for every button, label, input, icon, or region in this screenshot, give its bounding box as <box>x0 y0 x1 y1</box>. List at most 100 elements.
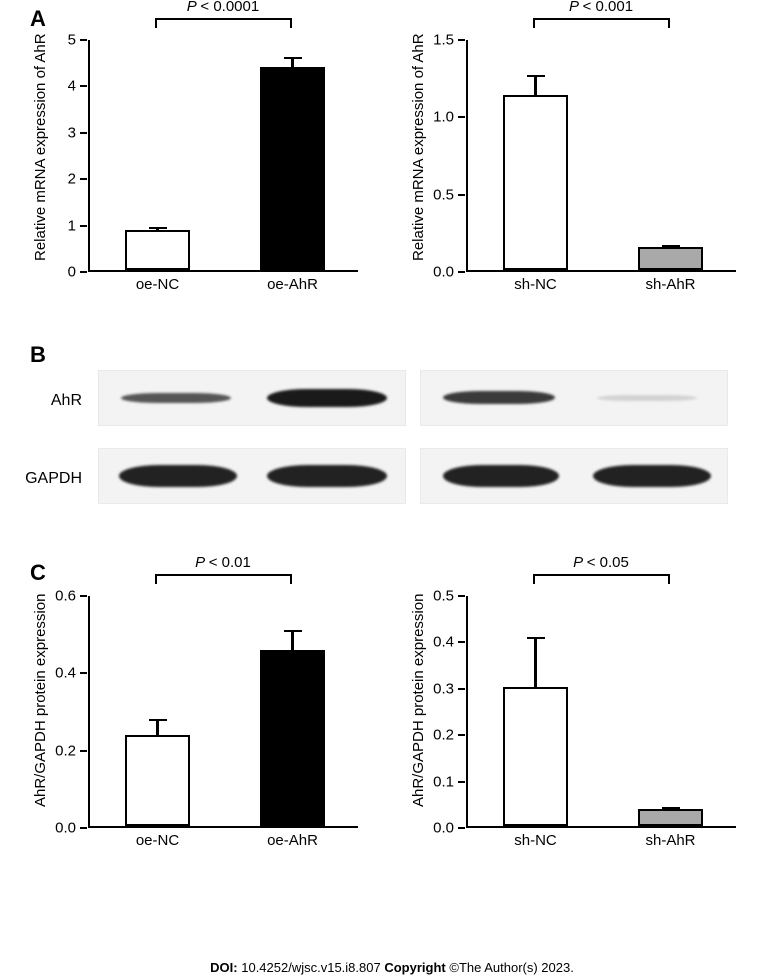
panelC_right-sig-tick <box>533 574 535 584</box>
panelC_right-ytick <box>458 734 465 736</box>
band-gapdh-oe-nc <box>119 465 237 487</box>
panelA_left-ytick <box>80 225 87 227</box>
panelC_right-errbar-cap <box>662 807 680 810</box>
panel-a-left-chart: 012345oe-NCoe-AhR Relative mRNA expressio… <box>30 34 370 314</box>
panelA_right-ylabel: Relative mRNA expression of AhR <box>410 34 427 262</box>
panelA_left-ytick-label: 4 <box>68 78 76 95</box>
band-gapdh-sh-ahr <box>593 465 711 487</box>
band-gapdh-oe-ahr <box>267 465 387 487</box>
panelC_right-ytick <box>458 595 465 597</box>
panel-c-right-chart: 0.00.10.20.30.40.5sh-NCsh-AhR AhR/GAPDH p… <box>408 590 748 904</box>
panelC_left-ytick-label: 0.0 <box>55 820 76 837</box>
blot-gapdh-right <box>420 448 728 504</box>
panelC_right-sig-tick <box>668 574 670 584</box>
panelC_right-ytick-label: 0.1 <box>433 773 454 790</box>
panelC_right-ylabel: AhR/GAPDH protein expression <box>410 594 427 807</box>
panelC_right-ytick <box>458 688 465 690</box>
blot-gapdh-left <box>98 448 406 504</box>
panelA_left-ytick-label: 5 <box>68 32 76 49</box>
panelA_left-bar-0 <box>125 230 190 270</box>
panelA_left-errbar-cap <box>284 57 302 60</box>
doi-label: DOI: <box>210 960 237 975</box>
panelC_right-xlabel-1: sh-AhR <box>645 832 695 849</box>
panelC_right-plot: 0.00.10.20.30.40.5sh-NCsh-AhR <box>466 596 736 828</box>
panelC_right-ytick-label: 0.2 <box>433 727 454 744</box>
panelA_left-ytick <box>80 132 87 134</box>
panelC_left-sig-tick <box>290 574 292 584</box>
band-ahr-sh-ahr <box>597 395 697 401</box>
panelA_right-ytick-label: 1.5 <box>433 32 454 49</box>
panelA_right-sig-tick <box>533 18 535 28</box>
panelC_right-errbar <box>534 638 537 689</box>
panelC_left-ytick-label: 0.2 <box>55 742 76 759</box>
panelC_left-sig-line <box>156 574 291 576</box>
panel-label-a: A <box>30 6 46 32</box>
panelA_left-xlabel-0: oe-NC <box>136 276 179 293</box>
panelC_left-ylabel: AhR/GAPDH protein expression <box>32 594 49 807</box>
panelA_left-sig-tick <box>290 18 292 28</box>
band-ahr-oe-nc <box>121 393 231 403</box>
panelA_left-ytick-label: 3 <box>68 124 76 141</box>
blot-ahr-left <box>98 370 406 426</box>
panelA_left-ytick <box>80 178 87 180</box>
panelA_left-ylabel: Relative mRNA expression of AhR <box>32 34 49 262</box>
panelC_right-bar-0 <box>503 687 568 826</box>
doi-value: 10.4252/wjsc.v15.i8.807 <box>241 960 380 975</box>
panelC_left-plot: 0.00.20.40.6oe-NCoe-AhR <box>88 596 358 828</box>
panelA_right-plot: 0.00.51.01.5sh-NCsh-AhR <box>466 40 736 272</box>
panelC_right-sig-line <box>534 574 669 576</box>
panelA_left-errbar <box>291 58 294 69</box>
panelA_right-sig-tick <box>668 18 670 28</box>
band-ahr-oe-ahr <box>267 389 387 407</box>
panelA_right-ytick-label: 1.0 <box>433 109 454 126</box>
panelC_left-xlabel-1: oe-AhR <box>267 832 318 849</box>
panelC_left-ytick <box>80 595 87 597</box>
panelC_right-ytick-label: 0.5 <box>433 588 454 605</box>
panel-label-c: C <box>30 560 46 586</box>
panelC_left-ytick-label: 0.4 <box>55 665 76 682</box>
blot-ahr-right <box>420 370 728 426</box>
panelA_left-ytick <box>80 39 87 41</box>
panelC_right-ytick <box>458 827 465 829</box>
panel-label-b: B <box>30 342 46 368</box>
panelA_right-ytick <box>458 116 465 118</box>
panelC_left-sig-text: P < 0.01 <box>195 554 251 571</box>
blot-label-ahr: AhR <box>26 392 82 410</box>
panelC_right-ytick-label: 0.4 <box>433 634 454 651</box>
panelC_left-errbar-cap <box>149 719 167 722</box>
panelA_left-sig-tick <box>155 18 157 28</box>
panelA_left-plot: 012345oe-NCoe-AhR <box>88 40 358 272</box>
panelC_right-ytick <box>458 781 465 783</box>
panelA_right-errbar-cap <box>527 75 545 78</box>
panelC_left-errbar <box>291 631 294 652</box>
panelC_left-bar-0 <box>125 735 190 826</box>
panelA_right-ytick <box>458 271 465 273</box>
panelA_left-sig-line <box>156 18 291 20</box>
figure-root: A 012345oe-NCoe-AhR Relative mRNA express… <box>0 0 784 977</box>
panelC_left-ytick <box>80 827 87 829</box>
panelA_left-ytick-label: 1 <box>68 217 76 234</box>
panelA_right-sig-text: P < 0.001 <box>569 0 633 15</box>
panelC_right-sig-text: P < 0.05 <box>573 554 629 571</box>
panelA_right-sig-line <box>534 18 669 20</box>
panelA_left-ytick <box>80 271 87 273</box>
panelC_left-errbar-cap <box>284 630 302 633</box>
panelC_left-sig-tick <box>155 574 157 584</box>
panelA_right-xlabel-0: sh-NC <box>514 276 557 293</box>
panelC_left-bar-1 <box>260 650 325 826</box>
panelC_right-ytick-label: 0.0 <box>433 820 454 837</box>
panelA_right-bar-0 <box>503 95 568 270</box>
panelA_left-sig-text: P < 0.0001 <box>187 0 259 15</box>
panelC_right-ytick <box>458 641 465 643</box>
panelA_right-xlabel-1: sh-AhR <box>645 276 695 293</box>
panelA_left-ytick-label: 2 <box>68 171 76 188</box>
panelA_left-xlabel-1: oe-AhR <box>267 276 318 293</box>
panelA_right-errbar-cap <box>662 245 680 248</box>
copyright-label: Copyright <box>384 960 445 975</box>
panelC_right-ytick-label: 0.3 <box>433 680 454 697</box>
panelA_right-bar-1 <box>638 247 703 270</box>
panelA_left-errbar-cap <box>149 227 167 230</box>
panelC_left-ytick <box>80 672 87 674</box>
panelA_right-ytick <box>458 194 465 196</box>
panelA_left-ytick <box>80 85 87 87</box>
